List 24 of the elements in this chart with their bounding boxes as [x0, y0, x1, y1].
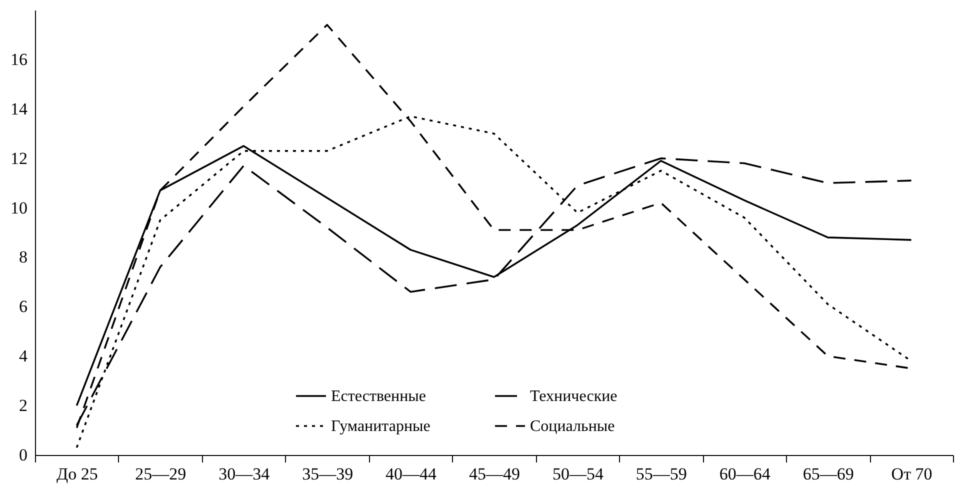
x-tick-label: 30—34	[218, 464, 270, 484]
legend-label: Естественные	[331, 388, 426, 405]
y-tick-label: 0	[19, 446, 28, 464]
legend-label: Гуманитарные	[331, 418, 430, 435]
x-tick-label: 60—64	[719, 464, 771, 484]
y-tick-label: 8	[19, 248, 28, 267]
y-tick-label: 6	[19, 297, 28, 316]
x-tick-label: До 25	[56, 464, 98, 484]
y-tick-label: 12	[10, 148, 28, 168]
x-tick-label: От 70	[891, 464, 932, 484]
y-tick-label: 10	[10, 198, 28, 218]
x-tick-label: 40—44	[386, 464, 438, 484]
legend-label: Социальные	[530, 418, 615, 435]
y-tick-label: 4	[19, 346, 28, 366]
x-tick-label: 65—69	[802, 464, 854, 484]
x-tick-label: 45—49	[469, 464, 520, 484]
x-tick-label: 55—59	[636, 464, 687, 484]
legend-label: Технические	[530, 388, 618, 405]
x-tick-label: 50—54	[552, 464, 604, 484]
x-tick-label: 35—39	[302, 464, 354, 484]
y-tick-label: 2	[19, 396, 28, 416]
y-tick-label: 16	[10, 50, 28, 69]
x-tick-label: 25—29	[135, 464, 186, 484]
y-tick-label: 14	[10, 99, 28, 118]
